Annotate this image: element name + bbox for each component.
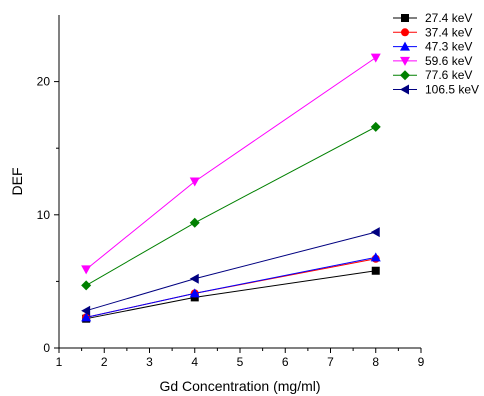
data-point bbox=[81, 265, 92, 275]
y-tick-label: 0 bbox=[43, 341, 50, 355]
data-point bbox=[370, 53, 381, 63]
series-line bbox=[86, 231, 376, 312]
data-point bbox=[189, 177, 200, 187]
x-ticks: 1 2 3 4 5 6 7 8 9 bbox=[56, 348, 425, 369]
legend-label: 37.4 keV bbox=[425, 25, 472, 39]
series-3 bbox=[81, 53, 381, 275]
series-4 bbox=[81, 121, 381, 291]
data-point bbox=[189, 273, 199, 284]
legend-marker bbox=[401, 14, 409, 22]
data-point bbox=[189, 217, 200, 228]
y-tick-label: 10 bbox=[37, 208, 51, 222]
x-tick-label: 8 bbox=[372, 355, 379, 369]
series-line bbox=[86, 270, 376, 320]
series-layer bbox=[81, 53, 381, 323]
x-tick-label: 9 bbox=[418, 355, 425, 369]
y-tick-label: 20 bbox=[37, 75, 51, 89]
legend-item: 47.3 keV bbox=[393, 40, 472, 54]
axes bbox=[58, 15, 421, 349]
x-tick-label: 4 bbox=[191, 355, 198, 369]
x-tick-label: 3 bbox=[146, 355, 153, 369]
x-tick-label: 7 bbox=[327, 355, 334, 369]
series-line bbox=[86, 258, 376, 318]
y-ticks: 0 10 20 bbox=[37, 75, 59, 355]
data-point bbox=[370, 252, 381, 262]
data-point bbox=[189, 288, 200, 298]
data-point bbox=[81, 280, 92, 291]
x-tick-label: 5 bbox=[237, 355, 244, 369]
legend-item: 106.5 keV bbox=[393, 83, 479, 97]
legend-label: 27.4 keV bbox=[425, 11, 472, 25]
legend-label: 77.6 keV bbox=[425, 68, 472, 82]
series-2 bbox=[81, 252, 381, 322]
data-point bbox=[370, 121, 381, 132]
x-tick-label: 2 bbox=[101, 355, 108, 369]
legend-label: 47.3 keV bbox=[425, 40, 472, 54]
series-line bbox=[86, 256, 376, 318]
x-tick-label: 6 bbox=[282, 355, 289, 369]
legend-marker bbox=[401, 28, 409, 37]
series-5 bbox=[81, 227, 380, 316]
legend-marker bbox=[400, 70, 410, 81]
legend-item: 77.6 keV bbox=[393, 68, 472, 82]
series-line bbox=[85, 57, 377, 270]
legend-item: 37.4 keV bbox=[393, 25, 472, 39]
legend-item: 59.6 keV bbox=[393, 54, 472, 68]
legend-marker bbox=[400, 41, 410, 51]
y-axis-label: DEF bbox=[9, 168, 25, 196]
legend-label: 59.6 keV bbox=[425, 54, 472, 68]
legend-marker bbox=[400, 56, 410, 66]
legend-item: 27.4 keV bbox=[393, 11, 472, 25]
x-tick-label: 1 bbox=[56, 355, 63, 369]
x-axis-label: Gd Concentration (mg/ml) bbox=[159, 378, 320, 394]
data-point bbox=[81, 312, 92, 322]
series-1 bbox=[82, 254, 380, 322]
legend-label: 106.5 keV bbox=[425, 83, 479, 97]
series-line bbox=[85, 126, 376, 286]
data-point bbox=[371, 266, 380, 275]
legend-marker bbox=[400, 84, 409, 95]
data-point bbox=[81, 305, 91, 316]
data-point bbox=[370, 227, 380, 238]
series-0 bbox=[82, 266, 380, 323]
